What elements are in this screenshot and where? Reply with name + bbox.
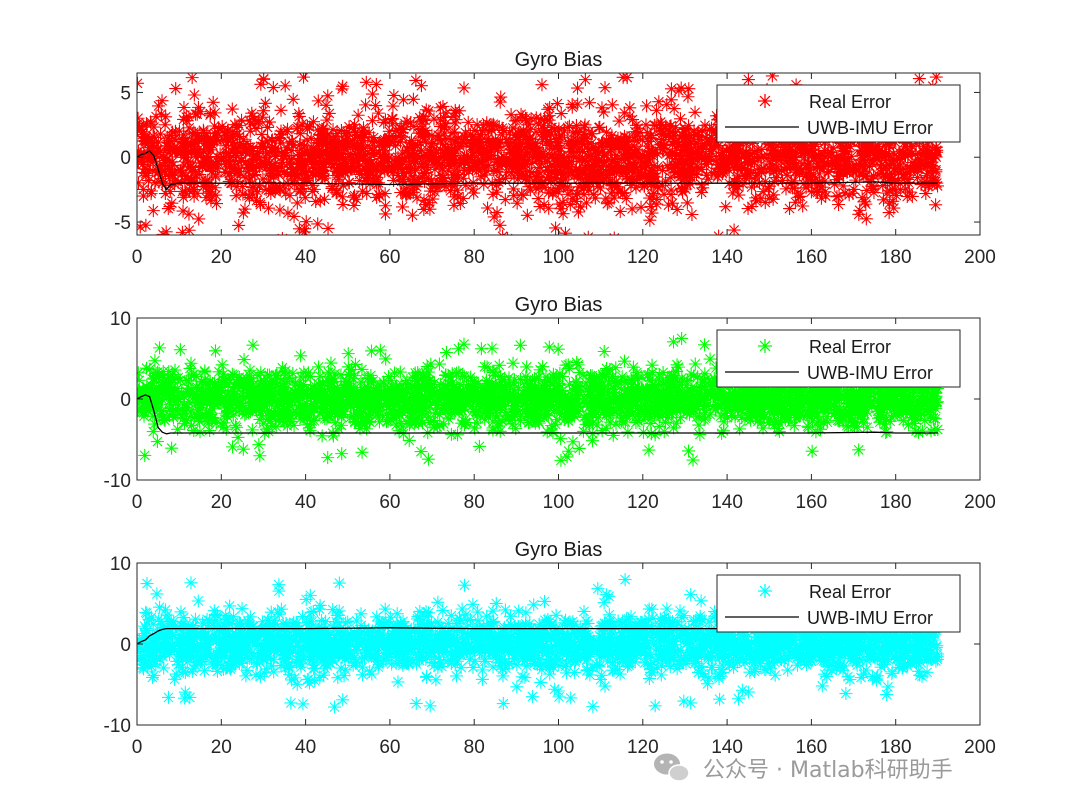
x-tick-label: 160 (796, 247, 828, 268)
x-tick-label: 140 (711, 737, 743, 758)
x-tick-label: 80 (464, 737, 485, 758)
y-tick-label: -5 (114, 213, 131, 234)
x-tick-label: 180 (880, 247, 912, 268)
x-tick-label: 140 (711, 492, 743, 513)
chart-title: Gyro Bias (515, 294, 603, 316)
x-tick-label: 100 (543, 247, 575, 268)
series-uwb-imu-error (137, 394, 938, 435)
series-real-error (137, 330, 945, 467)
x-tick-label: 0 (132, 492, 143, 513)
legend-box (716, 574, 961, 633)
legend-label-uwb-imu-error: UWB-IMU Error (807, 608, 933, 628)
y-tick-label: 10 (110, 309, 131, 330)
legend-label-real-error: Real Error (809, 582, 891, 602)
x-tick-label: 120 (627, 492, 659, 513)
watermark: 公众号 · Matlab科研助手 (654, 753, 953, 783)
x-tick-label: 180 (880, 737, 912, 758)
legend-label-uwb-imu-error: UWB-IMU Error (807, 363, 933, 383)
x-tick-label: 0 (132, 737, 143, 758)
legend-marker-real-error (758, 339, 772, 353)
series-real-error (137, 73, 945, 235)
x-tick-label: 20 (211, 492, 232, 513)
x-tick-label: 200 (964, 737, 996, 758)
x-tick-label: 160 (796, 492, 828, 513)
y-tick-label: 0 (120, 148, 131, 169)
watermark-text: 公众号 · Matlab科研助手 (703, 758, 953, 783)
y-tick-label: 5 (120, 83, 131, 104)
legend-box (716, 329, 961, 388)
legend: Real Error UWB-IMU Error (716, 574, 961, 633)
x-tick-label: 200 (964, 247, 996, 268)
series-uwb-imu-error (137, 627, 938, 645)
series-uwb-imu-error (137, 149, 938, 191)
legend: Real Error UWB-IMU Error (716, 329, 961, 388)
x-tick-label: 40 (295, 737, 316, 758)
x-tick-label: 60 (379, 492, 400, 513)
x-tick-label: 80 (464, 492, 485, 513)
y-tick-label: 0 (120, 635, 131, 656)
legend-label-real-error: Real Error (809, 337, 891, 357)
x-tick-label: 100 (543, 492, 575, 513)
y-tick-label: 10 (110, 554, 131, 575)
legend-marker-real-error (758, 584, 772, 598)
chart-title: Gyro Bias (515, 49, 603, 71)
legend-marker-real-error (758, 94, 772, 108)
x-tick-label: 120 (627, 247, 659, 268)
y-tick-label: -10 (104, 716, 131, 737)
legend-box (716, 84, 961, 143)
wechat-bubble-icon (654, 753, 690, 782)
x-tick-label: 40 (295, 247, 316, 268)
x-tick-label: 180 (880, 492, 912, 513)
chart-title: Gyro Bias (515, 539, 603, 561)
x-tick-label: 160 (796, 737, 828, 758)
legend-label-real-error: Real Error (809, 92, 891, 112)
x-tick-label: 40 (295, 492, 316, 513)
x-tick-label: 20 (211, 737, 232, 758)
x-tick-label: 120 (627, 737, 659, 758)
x-tick-label: 60 (379, 737, 400, 758)
x-tick-label: 80 (464, 247, 485, 268)
x-tick-label: 100 (543, 737, 575, 758)
x-tick-label: 20 (211, 247, 232, 268)
x-tick-label: 0 (132, 247, 143, 268)
x-tick-label: 200 (964, 492, 996, 513)
y-tick-label: 0 (120, 390, 131, 411)
x-tick-label: 60 (379, 247, 400, 268)
y-tick-label: -10 (104, 471, 131, 492)
x-tick-label: 140 (711, 247, 743, 268)
legend-label-uwb-imu-error: UWB-IMU Error (807, 118, 933, 138)
legend: Real Error UWB-IMU Error (716, 84, 961, 143)
